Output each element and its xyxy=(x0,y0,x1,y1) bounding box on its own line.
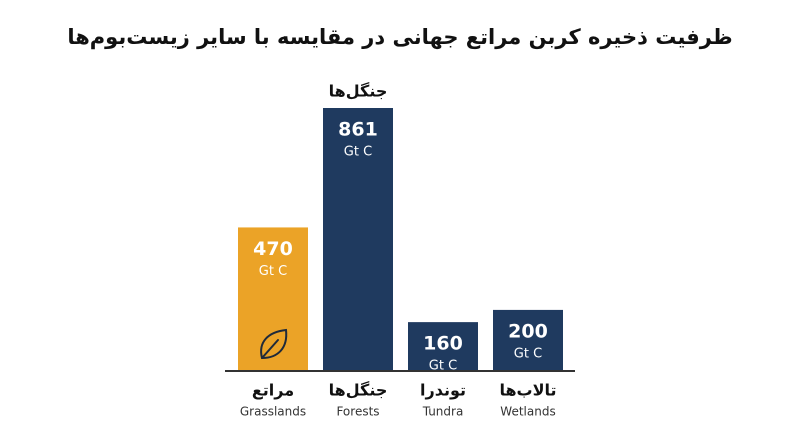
value-label: 861 xyxy=(338,119,378,141)
chart-title: ظرفیت ذخیره کربن مراتع جهانی در مقایسه ب… xyxy=(67,25,732,49)
value-label: 470 xyxy=(253,238,293,260)
unit-label: Gt C xyxy=(514,346,542,361)
category-label-en: Tundra xyxy=(422,405,464,419)
category-label-en: Forests xyxy=(336,405,379,419)
category-label: جنگل‌ها xyxy=(329,381,388,400)
unit-label: Gt C xyxy=(344,145,372,160)
annotation: جنگل‌ها xyxy=(329,82,388,101)
category-label-en: Grasslands xyxy=(240,405,306,419)
value-label: 160 xyxy=(423,333,463,355)
leaf-icon xyxy=(260,328,288,360)
bar xyxy=(408,322,478,371)
category-label: مراتع xyxy=(252,381,294,400)
category-label: توندرا xyxy=(420,381,466,400)
bar xyxy=(323,108,393,371)
category-label: تالاب‌ها xyxy=(499,381,556,400)
value-label: 200 xyxy=(508,320,548,342)
bar xyxy=(493,309,563,371)
category-label-en: Wetlands xyxy=(500,405,555,419)
unit-label: Gt C xyxy=(429,359,457,374)
unit-label: Gt C xyxy=(259,264,287,279)
